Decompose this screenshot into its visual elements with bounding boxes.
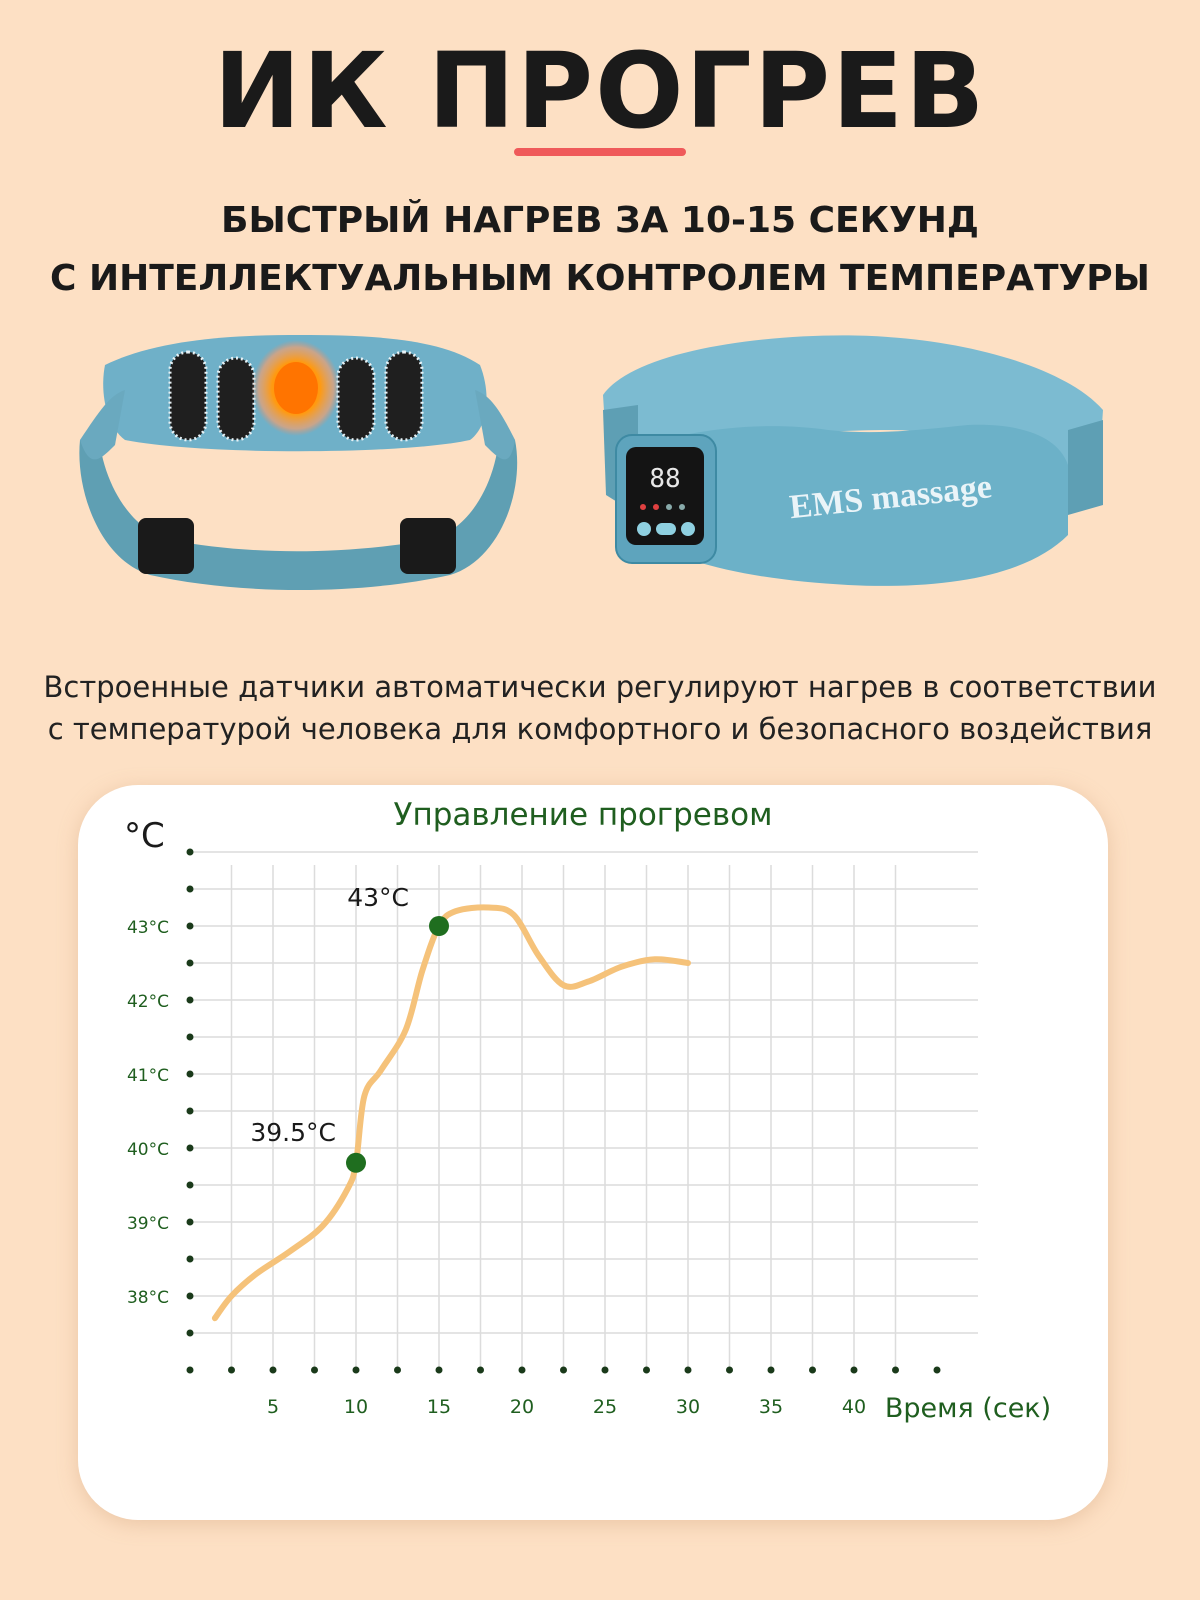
annotation-label: 39.5°C [250, 1118, 336, 1147]
title-underline [514, 148, 686, 156]
y-tick-label: 39°C [127, 1214, 169, 1234]
x-axis-dot [684, 1366, 692, 1374]
x-tick-label: 25 [593, 1396, 617, 1418]
y-axis-dot [186, 1181, 194, 1189]
y-axis-dot [186, 1329, 194, 1337]
x-tick-label: 35 [759, 1396, 783, 1418]
belt-controller-view-image: EMS massage 88 [603, 335, 1103, 586]
y-axis-dot [186, 1070, 194, 1078]
y-tick-label: 42°C [127, 992, 169, 1012]
svg-text:88: 88 [649, 464, 680, 494]
x-axis-dot [560, 1366, 567, 1374]
x-axis-dot [518, 1366, 526, 1374]
x-axis-dot [394, 1366, 401, 1374]
y-axis-dot [186, 1144, 194, 1152]
annotation-marker [346, 1152, 366, 1173]
x-tick-label: 5 [267, 1396, 279, 1418]
x-axis-dot [850, 1366, 858, 1374]
annotation-label: 43°C [347, 883, 409, 912]
y-axis-dot [186, 1292, 194, 1300]
y-tick-label: 38°C [127, 1288, 169, 1308]
y-tick-label: 43°C [127, 918, 169, 938]
x-axis-dot [933, 1366, 941, 1374]
x-axis-dot [726, 1366, 733, 1374]
x-axis-dot [269, 1366, 277, 1374]
y-axis-dot [186, 1033, 194, 1041]
x-axis-dot [643, 1366, 650, 1374]
x-axis-dot [311, 1366, 318, 1374]
x-tick-label: 40 [842, 1396, 866, 1418]
x-tick-label: 15 [427, 1396, 451, 1418]
y-axis-dot [186, 959, 194, 967]
y-axis-dot [186, 885, 194, 893]
x-axis-dot [477, 1366, 484, 1374]
chart-card: Управление прогревом °C Время (сек) 5 10 1… [78, 785, 1108, 1520]
temperature-curve [211, 904, 691, 1322]
annotation-marker [429, 916, 449, 936]
subtitle: БЫСТРЫЙ НАГРЕВ ЗА 10-15 СЕКУНД С ИНТЕЛЛЕ… [0, 192, 1200, 308]
heating-chart: Управление прогревом °C Время (сек) 5 10 1… [124, 797, 1051, 1424]
description-line-2: с температурой человека для комфортного … [47, 712, 1153, 746]
y-tick-label: 41°C [127, 1066, 169, 1086]
y-axis-label: °C [124, 816, 165, 856]
x-axis-dot [228, 1366, 235, 1374]
y-axis-dot [186, 922, 194, 930]
x-axis-dot [601, 1366, 609, 1374]
chart-title: Управление прогревом [394, 797, 773, 833]
y-axis-dot [186, 848, 194, 856]
x-tick-label: 10 [344, 1396, 368, 1418]
subtitle-line-2: С ИНТЕЛЛЕКТУАЛЬНЫМ КОНТРОЛЕМ ТЕМПЕРАТУРЫ [50, 258, 1150, 299]
y-axis-dot [186, 996, 194, 1004]
x-axis-dot [809, 1366, 816, 1374]
description-line-1: Встроенные датчики автоматически регулир… [43, 670, 1157, 704]
x-axis-dot [767, 1366, 775, 1374]
x-axis-label: Время (сек) [885, 1393, 1051, 1424]
x-axis-dot [352, 1366, 360, 1374]
page-title: ИК ПРОГРЕВ [213, 30, 987, 152]
belt-inner-view-image [79, 335, 518, 590]
y-axis-dot [186, 1218, 194, 1226]
x-axis-dot [435, 1366, 443, 1374]
x-tick-label: 20 [510, 1396, 534, 1418]
description: Встроенные датчики автоматически регулир… [0, 666, 1200, 750]
y-tick-label: 40°C [127, 1140, 169, 1160]
x-axis-dot [186, 1366, 194, 1374]
x-tick-label: 30 [676, 1396, 700, 1418]
x-axis-dot [892, 1366, 899, 1374]
y-axis-dot [186, 1107, 194, 1115]
subtitle-line-1: БЫСТРЫЙ НАГРЕВ ЗА 10-15 СЕКУНД [221, 200, 979, 241]
y-axis-dot [186, 1255, 194, 1263]
